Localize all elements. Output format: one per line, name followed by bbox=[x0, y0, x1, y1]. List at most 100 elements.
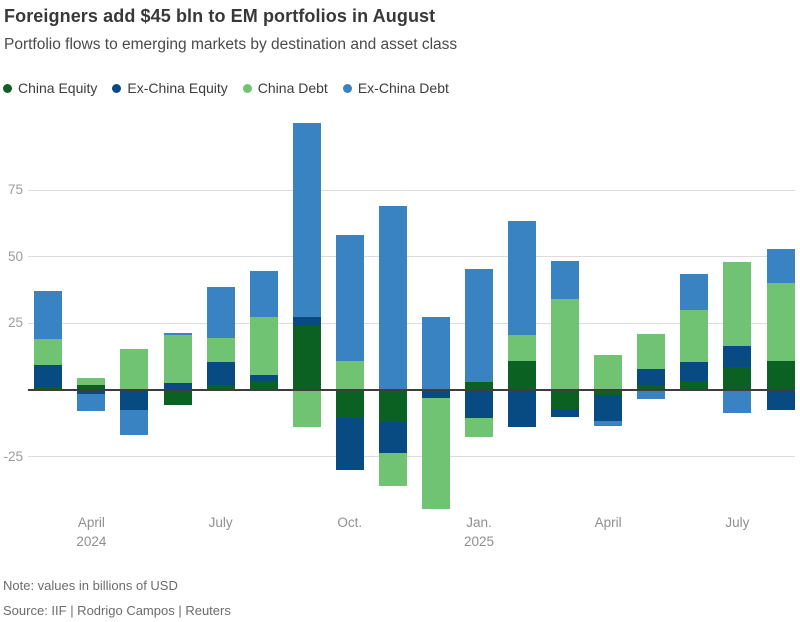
bar-segment-china-debt-mar-2024 bbox=[34, 339, 63, 365]
chart-subtitle: Portfolio flows to emerging markets by d… bbox=[4, 36, 458, 53]
x-tick-label-april-2024: April 2024 bbox=[76, 515, 107, 549]
bar-segment-ex-china-debt-jul-2025 bbox=[723, 390, 752, 413]
bar-segment-china-debt-jun-2025 bbox=[680, 310, 709, 362]
legend-dot-icon bbox=[242, 83, 252, 93]
bar-segment-ex-china-equity-jun-2024 bbox=[163, 383, 192, 390]
bar-segment-ex-china-debt-may-2025 bbox=[637, 390, 666, 400]
x-tick-label-jan-2025: Jan. 2025 bbox=[463, 515, 495, 549]
bar-segment-china-debt-feb-2025 bbox=[508, 335, 537, 361]
bar-segment-ex-china-debt-mar-2024 bbox=[34, 291, 63, 340]
bar-segment-china-equity-jan-2025 bbox=[465, 382, 493, 390]
bar-segment-ex-china-equity-may-2025 bbox=[637, 368, 666, 385]
y-tick-label-75: 75 bbox=[7, 182, 23, 197]
legend-label: China Equity bbox=[18, 80, 98, 96]
bar-segment-china-equity-jul-2024 bbox=[206, 384, 235, 390]
bar-segment-china-equity-mar-2024 bbox=[34, 387, 63, 390]
x-tick-label-july: July bbox=[208, 515, 233, 530]
bar-segment-ex-china-debt-apr-2025 bbox=[594, 420, 623, 426]
note-text: Note: values in billions of USD bbox=[3, 578, 178, 593]
bar-segment-ex-china-equity-aug-2024 bbox=[249, 375, 278, 381]
bar-segment-china-equity-feb-2025 bbox=[508, 360, 537, 390]
legend-dot-icon bbox=[342, 83, 352, 93]
bar-segment-ex-china-debt-sep-2024 bbox=[292, 123, 321, 317]
gridline-50 bbox=[28, 256, 795, 258]
bar-segment-ex-china-debt-jun-2024 bbox=[163, 332, 192, 336]
bar-segment-ex-china-equity-mar-2024 bbox=[34, 364, 63, 388]
bar-segment-ex-china-debt-feb-2025 bbox=[508, 220, 537, 336]
bar-segment-ex-china-debt-oct-2024 bbox=[335, 235, 364, 361]
bar-segment-ex-china-equity-sep-2024 bbox=[292, 316, 321, 326]
x-tick-label-april: April bbox=[594, 515, 622, 530]
bar-segment-ex-china-equity-may-2024 bbox=[120, 390, 149, 410]
legend-dot-icon bbox=[112, 83, 122, 93]
bar-segment-china-debt-apr-2024 bbox=[77, 378, 106, 385]
legend-label: China Debt bbox=[257, 80, 328, 96]
bar-segment-china-debt-jul-2024 bbox=[206, 338, 235, 362]
bar-segment-ex-china-equity-mar-2025 bbox=[551, 408, 580, 417]
bar-segment-ex-china-equity-oct-2024 bbox=[335, 418, 364, 470]
bar-segment-ex-china-debt-dec-2024 bbox=[421, 316, 450, 390]
bar-segment-ex-china-equity-apr-2024 bbox=[77, 390, 106, 394]
bar-segment-china-equity-apr-2025 bbox=[594, 390, 623, 396]
x-tick-label-oct: Oct. bbox=[337, 515, 363, 530]
bar-segment-ex-china-equity-aug-2025 bbox=[766, 390, 795, 410]
bar-segment-china-debt-jun-2024 bbox=[163, 335, 192, 384]
bar-segment-china-debt-jul-2025 bbox=[723, 262, 752, 346]
bar-segment-ex-china-equity-jun-2025 bbox=[680, 362, 709, 381]
bar-segment-china-debt-nov-2024 bbox=[378, 452, 407, 486]
gridline-75 bbox=[28, 189, 795, 191]
bar-segment-china-debt-apr-2025 bbox=[594, 355, 623, 390]
zero-axis-line bbox=[28, 389, 795, 391]
source-text: Source: IIF | Rodrigo Campos | Reuters bbox=[3, 603, 231, 618]
chart-title: Foreigners add $45 bln to EM portfolios … bbox=[4, 6, 436, 26]
bar-segment-china-equity-jul-2025 bbox=[723, 367, 752, 390]
bar-segment-ex-china-debt-jul-2024 bbox=[206, 287, 235, 338]
x-tick-label-july: July bbox=[725, 515, 750, 530]
bar-segment-china-debt-jan-2025 bbox=[465, 418, 493, 437]
bar-segment-china-equity-nov-2024 bbox=[378, 390, 407, 422]
bar-segment-ex-china-equity-dec-2024 bbox=[421, 390, 450, 398]
bar-segment-china-debt-dec-2024 bbox=[421, 398, 450, 509]
legend-item-ex-china-equity: Ex-China Equity bbox=[112, 80, 228, 96]
legend-item-china-debt: China Debt bbox=[242, 80, 328, 96]
legend-item-ex-china-debt: Ex-China Debt bbox=[342, 80, 449, 96]
y-tick-label-50: 50 bbox=[7, 248, 23, 264]
bar-segment-china-debt-aug-2024 bbox=[249, 316, 278, 376]
bar-segment-china-debt-aug-2025 bbox=[766, 283, 795, 361]
bar-segment-ex-china-equity-jul-2025 bbox=[723, 346, 752, 368]
bar-segment-china-debt-sep-2024 bbox=[292, 390, 321, 428]
bar-segment-ex-china-debt-apr-2024 bbox=[77, 394, 106, 412]
bar-segment-china-debt-may-2025 bbox=[637, 334, 666, 369]
bar-segment-china-equity-sep-2024 bbox=[292, 326, 321, 390]
bar-segment-ex-china-equity-jul-2024 bbox=[206, 362, 235, 385]
y-tick-label--25: -25 bbox=[3, 448, 23, 464]
bar-segment-ex-china-equity-apr-2025 bbox=[594, 395, 623, 421]
bar-segment-china-equity-aug-2025 bbox=[766, 360, 795, 390]
bar-segment-china-equity-may-2025 bbox=[637, 384, 666, 390]
bar-segment-china-debt-oct-2024 bbox=[335, 360, 364, 390]
bar-segment-ex-china-debt-nov-2024 bbox=[378, 206, 407, 390]
bar-segment-china-equity-aug-2024 bbox=[249, 380, 278, 390]
legend-dot-icon bbox=[3, 83, 12, 93]
gridline-25 bbox=[28, 322, 795, 324]
legend: China Equity Ex-China Equity China Debt Ex-… bbox=[3, 80, 449, 96]
bar-segment-china-equity-mar-2025 bbox=[551, 390, 580, 409]
bar-segment-china-equity-jun-2025 bbox=[680, 380, 709, 390]
gridline--25 bbox=[28, 456, 795, 458]
bar-segment-ex-china-equity-jan-2025 bbox=[465, 390, 493, 418]
legend-label: Ex-China Equity bbox=[127, 80, 228, 96]
bar-segment-ex-china-equity-feb-2025 bbox=[508, 390, 537, 428]
bar-segment-ex-china-debt-aug-2024 bbox=[249, 271, 278, 317]
legend-item-china-equity: China Equity bbox=[3, 80, 97, 96]
legend-label: Ex-China Debt bbox=[357, 80, 449, 96]
bar-segment-ex-china-debt-aug-2025 bbox=[766, 248, 795, 284]
bar-segment-china-equity-apr-2024 bbox=[77, 384, 106, 390]
bar-segment-china-equity-jun-2024 bbox=[163, 390, 192, 405]
bar-segment-ex-china-debt-mar-2025 bbox=[551, 260, 580, 300]
bar-segment-ex-china-debt-may-2024 bbox=[120, 410, 149, 436]
bar-segment-china-equity-oct-2024 bbox=[335, 390, 364, 418]
bar-segment-ex-china-equity-nov-2024 bbox=[378, 422, 407, 453]
bar-segment-china-debt-mar-2025 bbox=[551, 299, 580, 390]
